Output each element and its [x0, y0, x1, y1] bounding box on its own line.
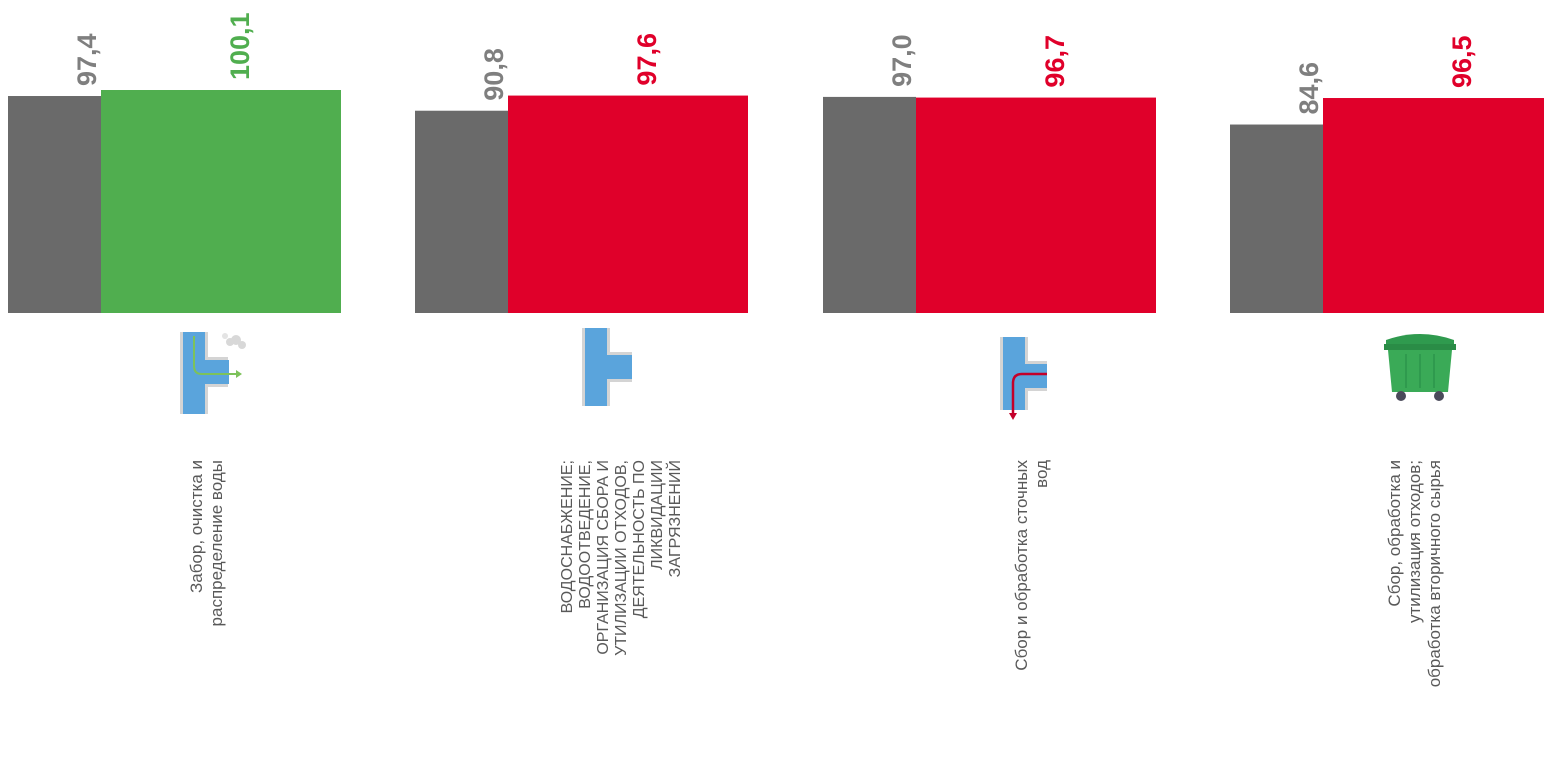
data-label: 96,7	[1040, 35, 1070, 88]
bar-colored	[916, 97, 1156, 313]
category-label-line: Сбор и обработка сточных	[1012, 460, 1031, 671]
category-label-line: ЛИКВИДАЦИИ	[649, 460, 666, 570]
bar-colored	[1323, 98, 1544, 313]
data-label: 96,5	[1447, 35, 1477, 88]
sewage-pipe-icon	[1000, 337, 1047, 420]
water-intake-pipe-icon	[180, 332, 246, 414]
bar-colored	[508, 95, 748, 313]
category-label: Забор, очистка и распределение воды	[180, 460, 234, 760]
data-label: 84,6	[1294, 62, 1324, 115]
category-label-line: ВОДООТВЕДЕНИЕ,	[577, 460, 594, 609]
category-label-line: УТИЛИЗАЦИИ ОТХОДОВ,	[613, 460, 630, 656]
bar-colored	[101, 90, 341, 313]
category-label: Сбор, обработка и утилизация отходов; об…	[1376, 460, 1454, 760]
category-label-line: Забор, очистка и	[187, 460, 206, 594]
bar-gray	[823, 96, 916, 313]
category-label-line: Сбор, обработка и	[1385, 460, 1404, 607]
category-label: Сбор и обработка сточных вод	[1005, 460, 1059, 760]
category-label-line: ЗАГРЯЗНЕНИЙ	[667, 460, 684, 578]
bar-gray	[8, 96, 101, 313]
category-label-line: ВОДОСНАБЖЕНИЕ;	[559, 460, 576, 614]
category-label-line: утилизация отходов;	[1405, 460, 1424, 623]
bar-gray	[415, 110, 508, 313]
category-label-line: вод	[1032, 460, 1051, 488]
data-label: 100,1	[225, 12, 255, 80]
data-label: 97,4	[72, 33, 102, 86]
water-pipe-tee-icon	[582, 328, 632, 406]
data-label: 97,6	[632, 33, 662, 86]
category-label-line: распределение воды	[207, 460, 226, 627]
data-label: 90,8	[479, 48, 509, 101]
category-label-line: ДЕЯТЕЛЬНОСТЬ ПО	[631, 460, 648, 619]
bar-gray	[1230, 124, 1323, 313]
category-label: ВОДОСНАБЖЕНИЕ; ВОДООТВЕДЕНИЕ, ОРГАНИЗАЦИ…	[527, 460, 717, 760]
data-label: 97,0	[887, 34, 917, 87]
category-label-line: обработка вторичного сырья	[1425, 460, 1444, 688]
category-label-line: ОРГАНИЗАЦИЯ СБОРА И	[595, 460, 612, 655]
waste-container-icon	[1384, 334, 1456, 401]
